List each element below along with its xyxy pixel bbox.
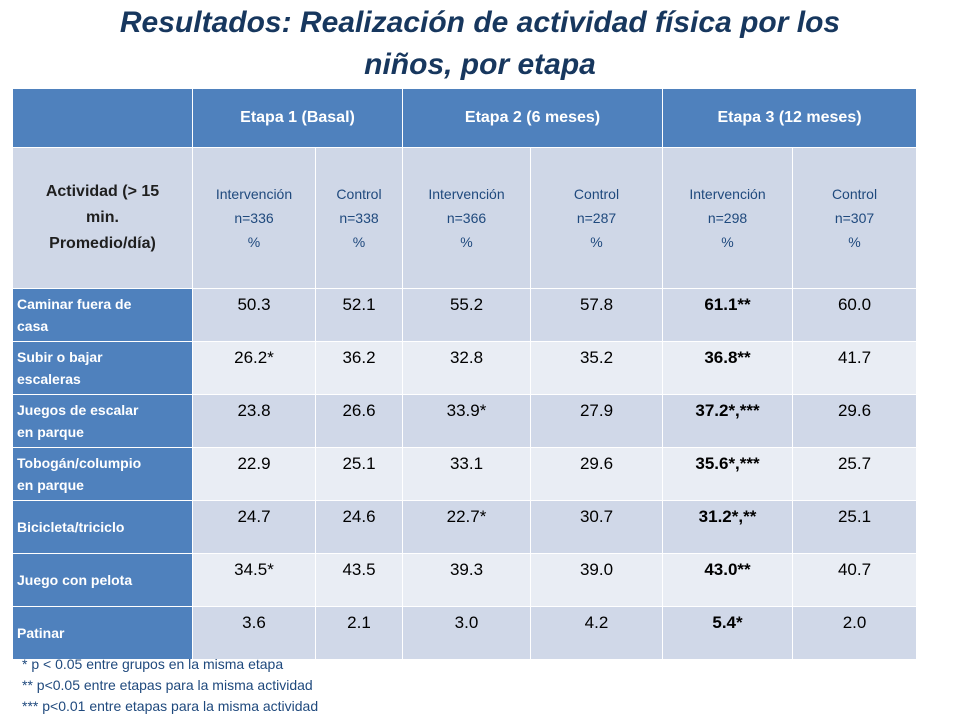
footnote: ** p<0.05 entre etapas para la misma act… [22, 677, 313, 693]
row-label: Bicicleta/triciclo [12, 500, 193, 554]
value-cell: 39.3 [402, 553, 531, 607]
table-row: Caminar fuera de casa 50.3 52.1 55.2 57.8… [12, 288, 918, 342]
value-cell: 30.7 [530, 500, 663, 554]
value-cell: 43.5 [315, 553, 403, 607]
title-line-1: Resultados: Realización de actividad fís… [119, 6, 841, 39]
table-row: Juego con pelota 34.5* 43.5 39.3 39.0 43… [12, 553, 918, 607]
table-row: Bicicleta/triciclo 24.7 24.6 22.7* 30.7 … [12, 500, 918, 554]
stage-header-3: Etapa 3 (12 meses) [661, 88, 918, 148]
value-cell: 31.2*,** [662, 500, 793, 554]
value-cell: 50.3 [192, 288, 316, 342]
value-cell: 34.5* [192, 553, 316, 607]
row-label: Juego con pelota [12, 553, 193, 607]
value-cell: 39.0 [530, 553, 663, 607]
row-label: Juegos de escalar en parque [12, 394, 193, 448]
value-cell: 33.9* [402, 394, 531, 448]
activity-header-line: min. [86, 209, 119, 226]
row-label: Patinar [12, 606, 193, 660]
footnotes: * p < 0.05 entre grupos en la misma etap… [22, 654, 318, 717]
value-cell: 37.2*,*** [662, 394, 793, 448]
value-cell: 35.2 [530, 341, 663, 395]
page-title: Resultados: Realización de actividad fís… [40, 2, 920, 86]
results-table: Etapa 1 (Basal) Etapa 2 (6 meses) Etapa … [12, 88, 918, 660]
activity-column-header: Actividad (> 15 min. Promedio/día) [12, 147, 193, 289]
footnote: *** p<0.01 entre etapas para la misma ac… [22, 698, 319, 714]
value-cell: 36.2 [315, 341, 403, 395]
value-cell: 52.1 [315, 288, 403, 342]
stage-header-1: Etapa 1 (Basal) [192, 88, 403, 148]
value-cell: 25.7 [791, 447, 918, 501]
value-cell: 24.7 [192, 500, 316, 554]
group-header: Control n=307% [791, 147, 918, 289]
value-cell: 33.1 [402, 447, 531, 501]
table-row: Tobogán/columpio en parque 22.9 25.1 33.1… [12, 447, 918, 501]
value-cell: 3.0 [402, 606, 531, 660]
value-cell: 36.8** [662, 341, 793, 395]
corner-cell [12, 88, 193, 148]
row-label: Tobogán/columpio en parque [12, 447, 193, 501]
value-cell: 23.8 [192, 394, 316, 448]
group-header: Intervención n=298% [662, 147, 793, 289]
value-cell: 40.7 [791, 553, 918, 607]
value-cell: 35.6*,*** [662, 447, 793, 501]
stage-header-2: Etapa 2 (6 meses) [402, 88, 663, 148]
value-cell: 27.9 [530, 394, 663, 448]
activity-header-line: Actividad (> 15 [45, 183, 160, 200]
value-cell: 29.6 [530, 447, 663, 501]
group-header: Control n=287% [530, 147, 663, 289]
value-cell: 55.2 [402, 288, 531, 342]
row-label: Caminar fuera de casa [12, 288, 193, 342]
value-cell: 3.6 [192, 606, 316, 660]
value-cell: 4.2 [530, 606, 663, 660]
value-cell: 61.1** [662, 288, 793, 342]
value-cell: 25.1 [791, 500, 918, 554]
value-cell: 22.7* [402, 500, 531, 554]
value-cell: 60.0 [791, 288, 918, 342]
value-cell: 2.0 [791, 606, 918, 660]
footnote: * p < 0.05 entre grupos en la misma etap… [22, 656, 284, 672]
value-cell: 25.1 [315, 447, 403, 501]
table-row: Subir o bajar escaleras 26.2* 36.2 32.8 3… [12, 341, 918, 395]
value-cell: 26.6 [315, 394, 403, 448]
group-header: Intervención n=336% [192, 147, 316, 289]
value-cell: 5.4* [662, 606, 793, 660]
value-cell: 22.9 [192, 447, 316, 501]
value-cell: 57.8 [530, 288, 663, 342]
stage-header-row: Etapa 1 (Basal) Etapa 2 (6 meses) Etapa … [12, 88, 918, 148]
value-cell: 29.6 [791, 394, 918, 448]
row-label: Subir o bajar escaleras [12, 341, 193, 395]
group-header: Intervención n=366% [402, 147, 531, 289]
group-header-row: Actividad (> 15 min. Promedio/día) Inter… [12, 147, 918, 289]
title-line-2: niños, por etapa [364, 48, 596, 81]
value-cell: 32.8 [402, 341, 531, 395]
group-header: Control n=338% [315, 147, 403, 289]
value-cell: 24.6 [315, 500, 403, 554]
table-row: Juegos de escalar en parque 23.8 26.6 33.… [12, 394, 918, 448]
activity-header-line: Promedio/día) [49, 235, 156, 252]
value-cell: 2.1 [315, 606, 403, 660]
value-cell: 26.2* [192, 341, 316, 395]
value-cell: 41.7 [791, 341, 918, 395]
value-cell: 43.0** [662, 553, 793, 607]
table-row: Patinar 3.6 2.1 3.0 4.2 5.4* 2.0 [12, 606, 918, 660]
